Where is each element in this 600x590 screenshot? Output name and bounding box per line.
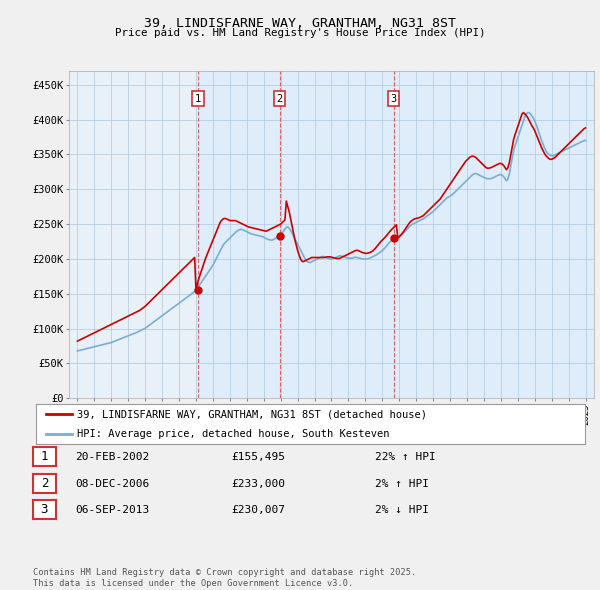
Text: 20-FEB-2002: 20-FEB-2002	[75, 453, 149, 462]
Text: 1: 1	[195, 94, 201, 104]
Bar	[280, 71, 394, 398]
Text: £155,495: £155,495	[231, 453, 285, 462]
Text: 39, LINDISFARNE WAY, GRANTHAM, NG31 8ST: 39, LINDISFARNE WAY, GRANTHAM, NG31 8ST	[144, 17, 456, 30]
Text: 3: 3	[41, 503, 48, 516]
Text: 2: 2	[41, 477, 48, 490]
Text: Contains HM Land Registry data © Crown copyright and database right 2025.
This d: Contains HM Land Registry data © Crown c…	[33, 568, 416, 588]
Text: 39, LINDISFARNE WAY, GRANTHAM, NG31 8ST (detached house): 39, LINDISFARNE WAY, GRANTHAM, NG31 8ST …	[77, 409, 427, 419]
Text: 2: 2	[277, 94, 283, 104]
Text: £233,000: £233,000	[231, 479, 285, 489]
Text: 2% ↑ HPI: 2% ↑ HPI	[375, 479, 429, 489]
Bar	[198, 71, 280, 398]
Text: 3: 3	[391, 94, 397, 104]
Text: Price paid vs. HM Land Registry's House Price Index (HPI): Price paid vs. HM Land Registry's House …	[115, 28, 485, 38]
Bar	[394, 71, 594, 398]
Text: £230,007: £230,007	[231, 506, 285, 515]
Text: 2% ↓ HPI: 2% ↓ HPI	[375, 506, 429, 515]
Text: 22% ↑ HPI: 22% ↑ HPI	[375, 453, 436, 462]
Text: 1: 1	[41, 450, 48, 463]
Text: 06-SEP-2013: 06-SEP-2013	[75, 506, 149, 515]
Text: HPI: Average price, detached house, South Kesteven: HPI: Average price, detached house, Sout…	[77, 429, 389, 438]
Text: 08-DEC-2006: 08-DEC-2006	[75, 479, 149, 489]
